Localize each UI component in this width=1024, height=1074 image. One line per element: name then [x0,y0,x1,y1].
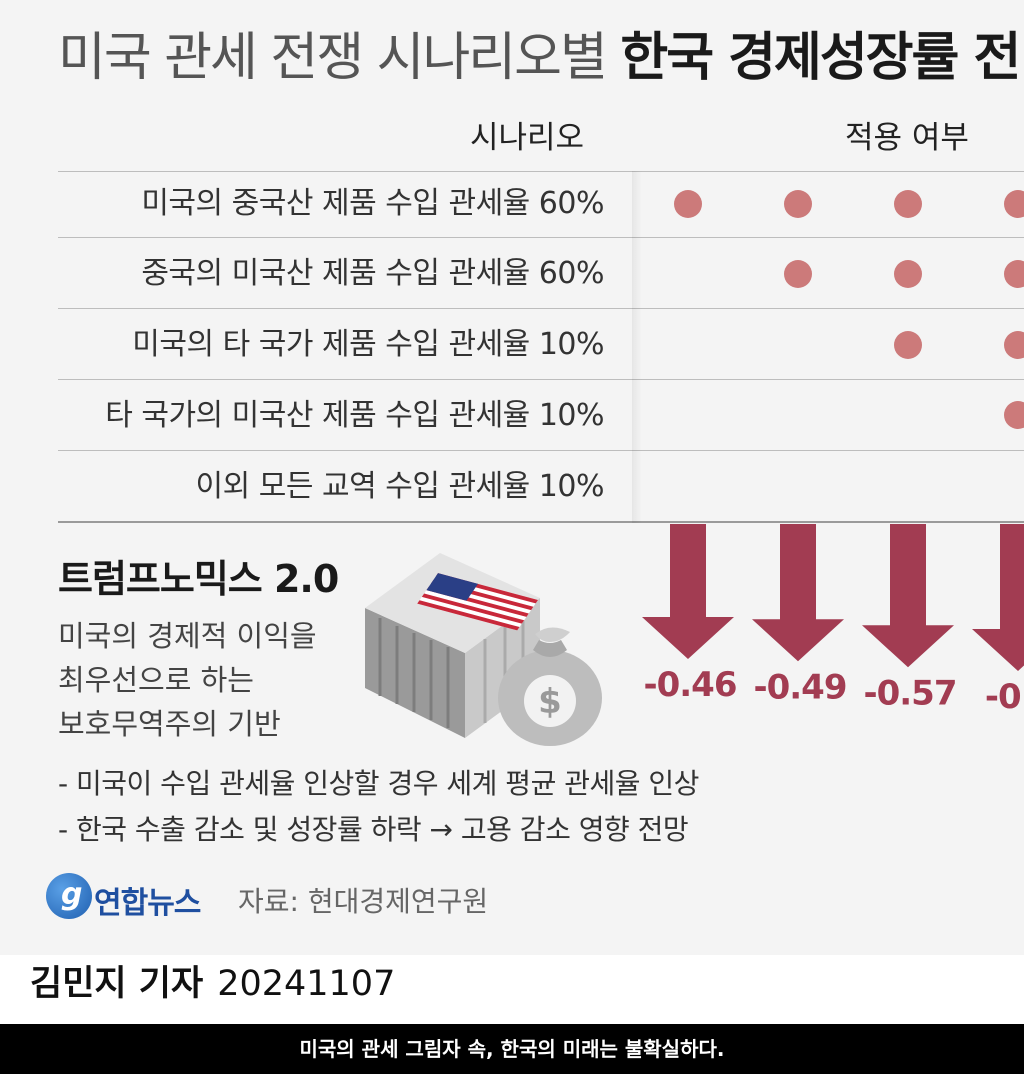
source-label: 자료: 현대경제연구원 [238,885,489,918]
reporter-date: 20241107 [217,964,396,1004]
trumponomics-desc: 미국의 경제적 이익을 [58,619,317,653]
table-divider [58,171,1024,172]
reporter-line: 김민지 기자 20241107 [30,962,395,1006]
applied-dot [1004,401,1024,429]
money-bag-icon: $ [498,627,602,746]
impact-arrow [972,524,1024,671]
row-label: 미국의 중국산 제품 수입 관세율 60% [141,186,604,221]
arrow-shape [642,524,734,659]
applied-dot [1004,260,1024,288]
footer-bar [0,1024,1024,1074]
note-line: - 미국이 수입 관세율 인상할 경우 세계 평균 관세율 인상 [58,767,699,800]
trumponomics-desc: 최우선으로 하는 [58,663,254,697]
impact-arrow [862,524,954,668]
note-line: - 한국 수출 감소 및 성장률 하락 → 고용 감소 영향 전망 [58,813,689,846]
title-bold: 한국 경제성장률 전 [620,28,1021,88]
table-bottom-rule [58,521,1024,523]
container-illustration: $ [365,553,602,746]
row-label: 중국의 미국산 제품 수입 관세율 60% [141,256,604,291]
value-label: -0.57 [864,673,957,713]
table-divider [58,308,1024,309]
applied-dot [894,190,922,218]
impact-arrow [642,524,734,659]
dollar-sign-icon: $ [538,682,562,722]
value-label: -0.46 [644,665,737,705]
infographic-panel: 미국 관세 전쟁 시나리오별 한국 경제성장률 전 시나리오 적용 여부 미국의… [0,0,1024,955]
trumponomics-title: 트럼프노믹스 2.0 [58,557,339,601]
applied-dot [1004,190,1024,218]
applied-dot [784,190,812,218]
yonhap-logo-icon [46,873,92,919]
row-label: 이외 모든 교역 수입 관세율 10% [195,469,605,504]
reporter-name: 김민지 기자 [30,964,204,1004]
arrow-shape [862,524,954,668]
table-divider [58,379,1024,380]
applied-dot [674,190,702,218]
table-divider [58,237,1024,238]
trumponomics-desc: 보호무역주의 기반 [58,707,281,741]
applied-dot [784,260,812,288]
title-light: 미국 관세 전쟁 시나리오별 [58,28,621,88]
applied-dot [1004,331,1024,359]
column-shadow [632,171,642,523]
us-flag-icon [417,573,538,631]
row-label: 미국의 타 국가 제품 수입 관세율 10% [132,327,604,362]
applied-dot [894,260,922,288]
impact-arrow [752,524,844,662]
applied-dot [894,331,922,359]
value-label: -0.49 [754,667,847,707]
header-apply: 적용 여부 [845,120,969,156]
value-label: -0.0 [985,677,1024,717]
arrow-shape [972,524,1024,671]
footer-caption: 미국의 관세 그림자 속, 한국의 미래는 불확실하다. [299,1037,725,1061]
page-title: 미국 관세 전쟁 시나리오별 한국 경제성장률 전 [58,28,1021,88]
brand-name: 연합뉴스 [94,886,201,921]
header-scenario: 시나리오 [470,120,585,156]
row-label: 타 국가의 미국산 제품 수입 관세율 10% [105,398,604,433]
arrow-shape [752,524,844,662]
table-divider [58,450,1024,451]
logo-letter: g [61,877,83,912]
impact-arrow-chart: -0.46 -0.49 -0.57 -0.0 [642,524,1024,717]
